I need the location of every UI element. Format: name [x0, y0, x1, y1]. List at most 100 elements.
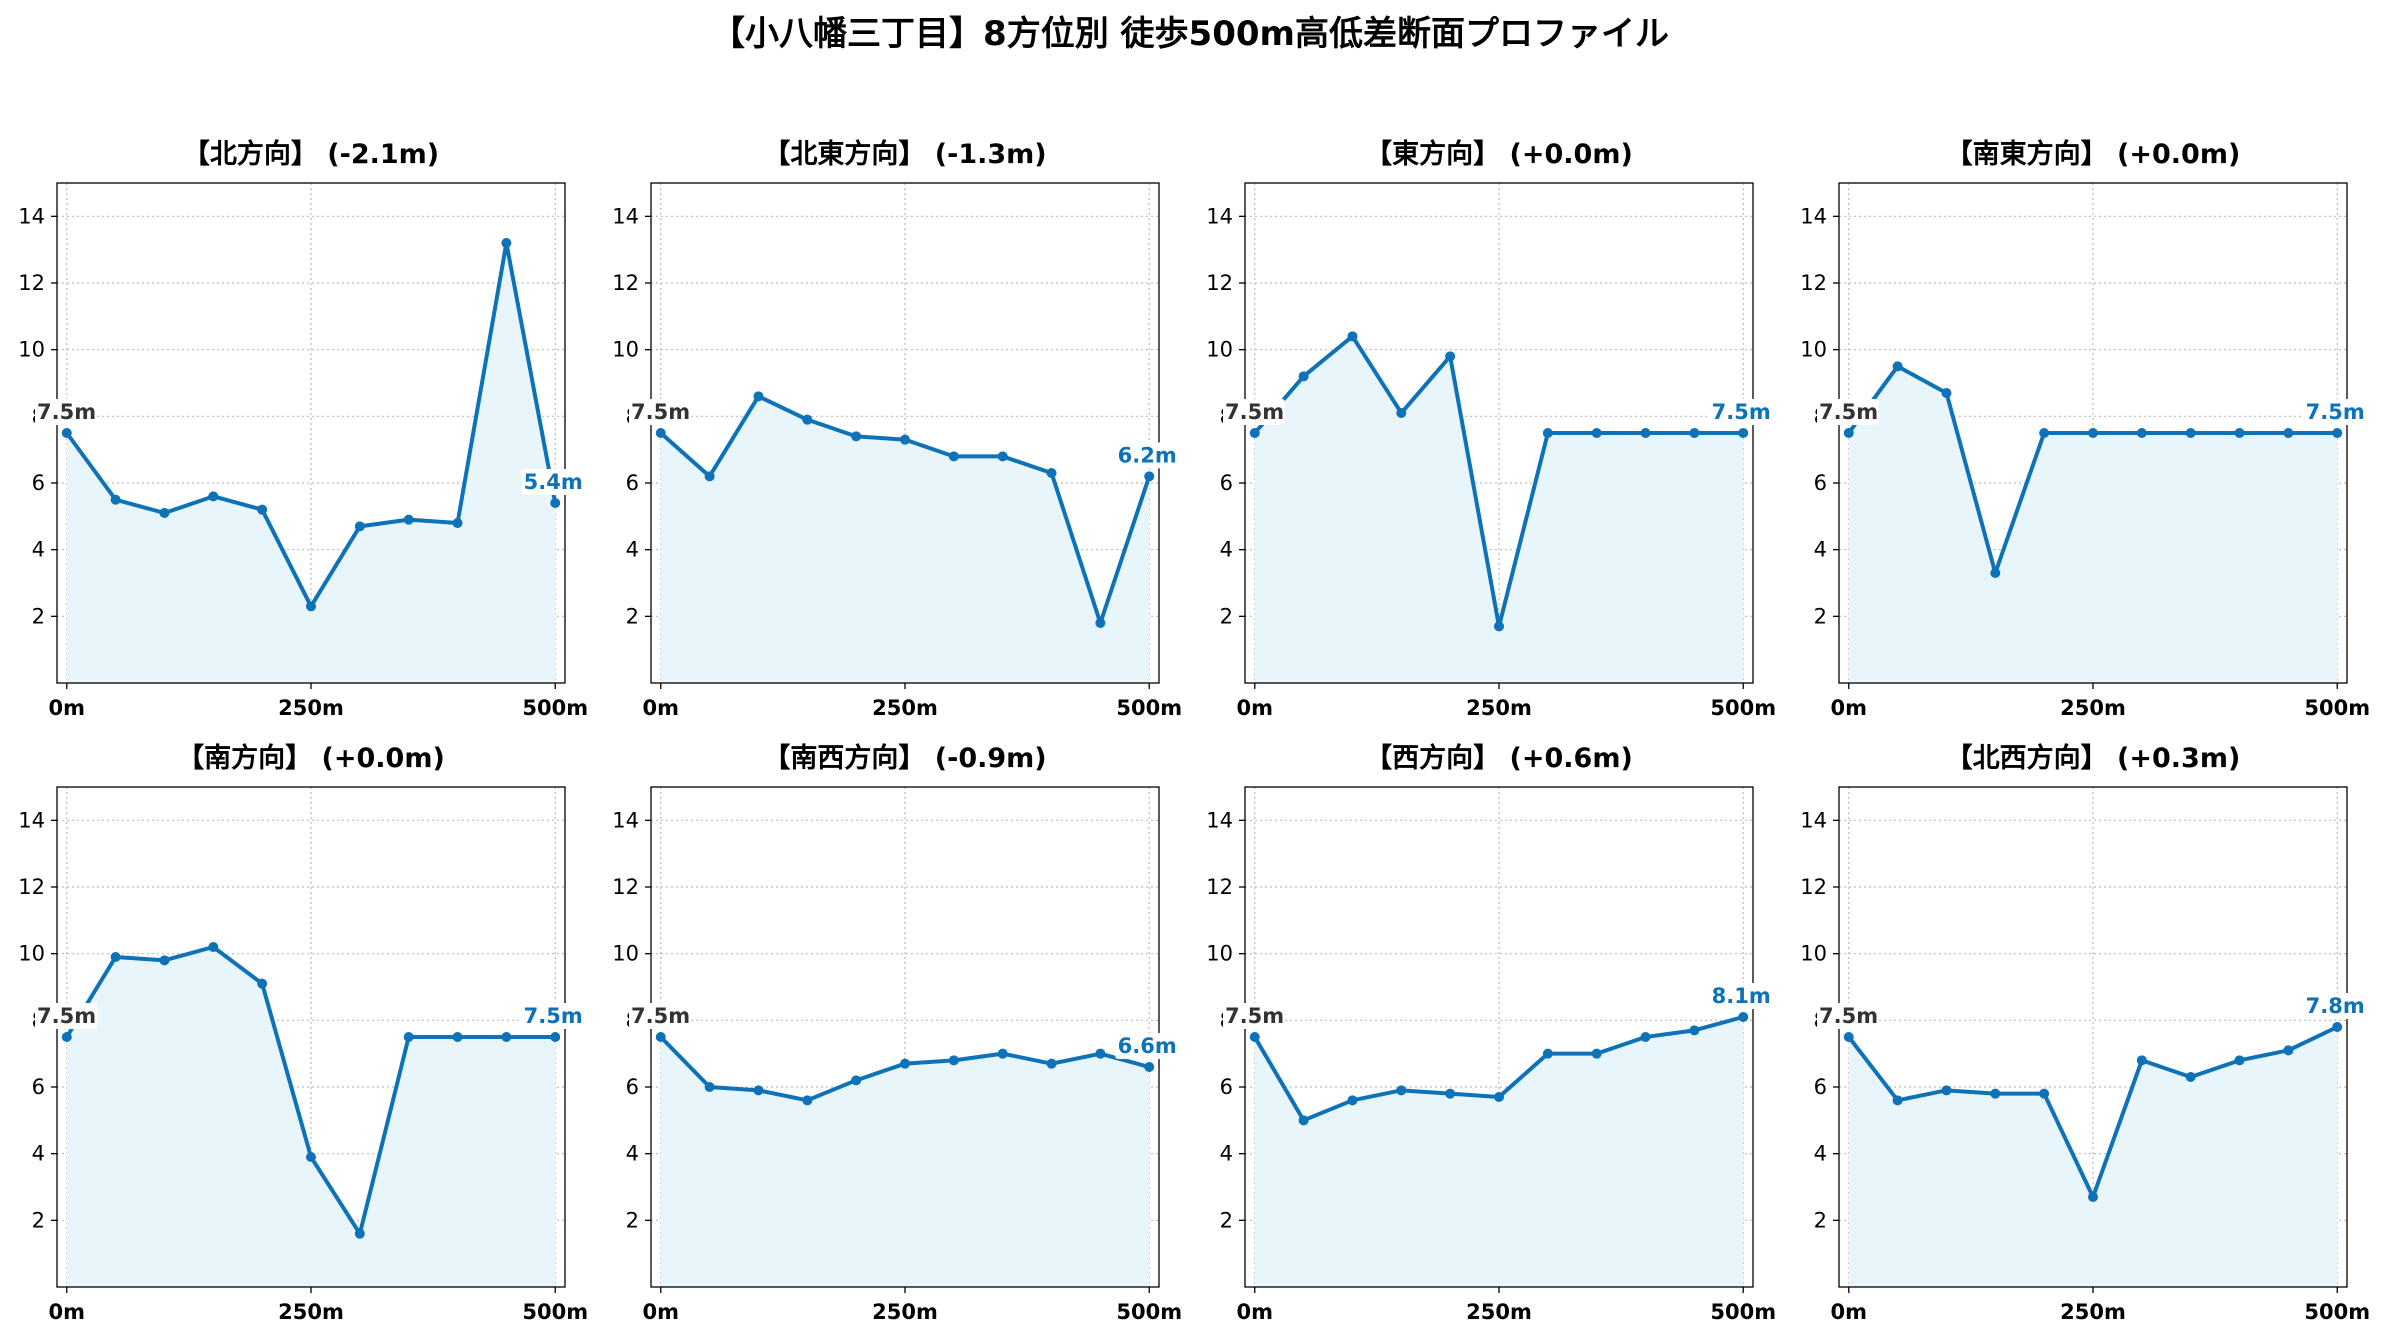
data-point: [1738, 1012, 1749, 1022]
data-point: [1591, 1048, 1602, 1059]
end-label: 6.2m: [1118, 443, 1177, 467]
data-point: [1298, 371, 1309, 382]
data-point: [403, 514, 414, 525]
data-point: [1941, 388, 1952, 398]
end-label: 7.5m: [1712, 400, 1771, 424]
panel-title: 【南東方向】 (+0.0m): [1946, 138, 2241, 170]
y-tick-label: 10: [1206, 338, 1233, 362]
y-tick-label: 2: [626, 604, 639, 628]
x-tick-label: 250m: [278, 696, 344, 720]
y-tick-label: 4: [1814, 538, 1827, 562]
y-tick-label: 10: [1800, 338, 1827, 362]
x-tick-label: 0m: [1831, 696, 1868, 720]
x-tick-label: 0m: [1237, 696, 1274, 720]
x-tick-label: 0m: [1831, 1300, 1868, 1324]
panel-1: 【北東方向】 (-1.3m)24681012140m250m500m7.5m6.…: [612, 138, 1182, 720]
data-point: [753, 391, 764, 402]
end-label: 7.8m: [2306, 994, 2365, 1018]
data-point: [1941, 1085, 1952, 1096]
panel-5: 【南西方向】 (-0.9m)24681012140m250m500m7.5m6.…: [612, 742, 1182, 1324]
data-point: [61, 428, 72, 438]
start-label-box: [1223, 399, 1285, 425]
x-tick-label: 500m: [522, 1300, 588, 1324]
x-tick-label: 250m: [278, 1300, 344, 1324]
data-point: [1990, 1088, 2001, 1099]
start-label: 7.5m: [37, 400, 96, 424]
data-point: [2185, 1072, 2196, 1082]
end-label: 7.5m: [524, 1004, 583, 1028]
area-fill: [660, 396, 1150, 683]
data-point: [2039, 428, 2050, 438]
start-label-box: [629, 399, 691, 425]
y-tick-label: 14: [612, 808, 639, 832]
y-tick-label: 14: [1800, 808, 1827, 832]
panel-title: 【南西方向】 (-0.9m): [763, 742, 1046, 774]
end-label-box: [1115, 1033, 1182, 1059]
y-tick-label: 10: [612, 338, 639, 362]
data-point: [1144, 471, 1155, 482]
panel-3: 【南東方向】 (+0.0m)24681012140m250m500m7.5m7.…: [1800, 138, 2370, 720]
end-label-box: [2303, 399, 2370, 425]
data-point: [501, 238, 512, 248]
x-tick-label: 250m: [2060, 1300, 2126, 1324]
y-tick-label: 14: [612, 204, 639, 228]
data-point: [900, 434, 910, 445]
y-tick-label: 10: [18, 338, 45, 362]
data-point: [948, 451, 959, 462]
y-tick-label: 6: [626, 471, 639, 495]
data-point: [1347, 1095, 1358, 1106]
y-tick-label: 4: [1220, 1142, 1233, 1166]
end-label-box: [521, 1003, 588, 1029]
area-fill: [660, 1037, 1150, 1287]
data-point: [306, 601, 316, 612]
start-label: 7.5m: [1819, 400, 1878, 424]
y-tick-label: 14: [18, 204, 45, 228]
data-point: [704, 471, 715, 482]
data-point: [1640, 1032, 1651, 1042]
y-tick-label: 10: [1206, 942, 1233, 966]
y-tick-label: 14: [1206, 204, 1233, 228]
start-label-box: [629, 1003, 691, 1029]
data-point: [1494, 621, 1504, 632]
data-point: [2088, 428, 2098, 438]
x-tick-label: 500m: [1710, 696, 1776, 720]
data-point: [1249, 1032, 1260, 1042]
data-point: [452, 518, 463, 528]
start-label-box: [35, 399, 97, 425]
data-point: [1843, 428, 1854, 438]
data-point: [2136, 1055, 2147, 1066]
y-tick-label: 4: [626, 1142, 639, 1166]
data-point: [2332, 1022, 2343, 1032]
x-tick-label: 500m: [1116, 696, 1182, 720]
data-point: [704, 1082, 715, 1092]
data-point: [655, 428, 666, 438]
panel-7: 【北西方向】 (+0.3m)24681012140m250m500m7.5m7.…: [1800, 742, 2370, 1324]
data-point: [452, 1032, 463, 1042]
data-point: [550, 498, 561, 508]
end-label: 7.5m: [2306, 400, 2365, 424]
panel-title: 【北方向】 (-2.1m): [183, 138, 439, 170]
end-label: 8.1m: [1712, 984, 1771, 1008]
data-point: [159, 508, 170, 518]
data-point: [159, 955, 170, 966]
y-tick-label: 10: [1800, 942, 1827, 966]
start-label: 7.5m: [631, 400, 690, 424]
y-tick-label: 12: [1800, 271, 1827, 295]
area-fill: [1848, 366, 2338, 683]
data-point: [2332, 428, 2343, 438]
y-tick-label: 12: [1206, 271, 1233, 295]
y-tick-label: 4: [32, 1142, 45, 1166]
data-point: [2283, 428, 2294, 438]
y-tick-label: 6: [1814, 1075, 1827, 1099]
data-point: [501, 1032, 512, 1042]
y-tick-label: 12: [1800, 875, 1827, 899]
data-point: [403, 1032, 414, 1042]
data-point: [1046, 468, 1057, 478]
data-point: [1494, 1092, 1504, 1102]
panel-title: 【南方向】 (+0.0m): [177, 742, 445, 774]
y-tick-label: 14: [1800, 204, 1827, 228]
panel-title: 【北東方向】 (-1.3m): [763, 138, 1046, 170]
y-tick-label: 12: [18, 875, 45, 899]
data-point: [1396, 408, 1407, 418]
